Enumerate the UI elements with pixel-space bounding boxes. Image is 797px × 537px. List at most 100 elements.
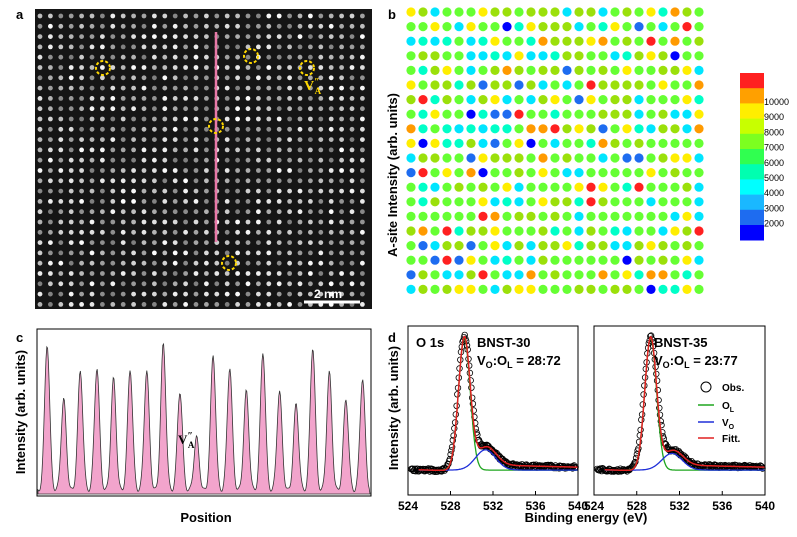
atom-column (162, 199, 168, 204)
atom-column (349, 291, 355, 297)
atom-column (308, 137, 313, 143)
atom-column (110, 168, 116, 173)
atom-column (318, 96, 324, 101)
intensity-dot (538, 36, 548, 46)
atom-column (58, 147, 64, 153)
atom-column (360, 188, 365, 194)
intensity-dot (646, 7, 656, 17)
atom-column (245, 188, 251, 194)
atom-column (266, 23, 272, 29)
atom-column (58, 54, 64, 60)
intensity-dot (454, 80, 464, 90)
intensity-dot (526, 226, 536, 236)
atom-column (162, 44, 168, 50)
atom-column (297, 44, 303, 50)
atom-column (68, 157, 74, 163)
colorbar-segment (740, 209, 764, 226)
intensity-dot (406, 138, 416, 148)
intensity-dot (634, 270, 644, 280)
atom-column (204, 75, 209, 81)
atom-column (276, 126, 282, 132)
intensity-dot (658, 255, 668, 265)
intensity-dot (550, 255, 560, 265)
atom-column (68, 23, 74, 29)
intensity-dot (694, 138, 704, 148)
intensity-dot (490, 241, 500, 251)
atom-column (204, 137, 209, 143)
atom-column (245, 260, 251, 266)
intensity-dot (454, 153, 464, 163)
atom-column (235, 147, 241, 153)
atom-column (318, 137, 324, 143)
intensity-dot (670, 51, 680, 61)
colorbar-segment (740, 88, 764, 104)
atom-column (318, 157, 324, 163)
intensity-dot (646, 153, 656, 163)
atom-column (204, 291, 209, 297)
atom-column (204, 250, 209, 256)
intensity-dot (442, 22, 452, 32)
intensity-dot (466, 36, 476, 46)
atom-column (339, 23, 344, 29)
intensity-dot (610, 124, 620, 134)
atom-column (349, 271, 355, 276)
atom-column (89, 219, 95, 225)
atom-column (235, 54, 241, 60)
atom-column (235, 23, 241, 29)
atom-column (79, 147, 84, 153)
atom-column (172, 137, 178, 143)
intensity-dot (418, 226, 428, 236)
atom-column (110, 260, 116, 266)
atom-column (245, 250, 251, 256)
intensity-dot (586, 153, 596, 163)
atom-column (48, 281, 53, 287)
intensity-dot (550, 22, 560, 32)
atom-column (318, 126, 324, 132)
atom-column (162, 291, 168, 297)
atom-column (183, 240, 189, 246)
atom-column (360, 178, 365, 184)
intensity-dot (514, 211, 524, 221)
atom-column (256, 75, 261, 81)
atom-column (339, 219, 344, 225)
intensity-dot (658, 197, 668, 207)
atom-column (120, 54, 126, 60)
atom-column (172, 240, 178, 246)
intensity-dot (442, 7, 452, 17)
atom-column (100, 126, 105, 132)
atom-column (89, 106, 95, 112)
atom-column (100, 116, 105, 122)
legend-fitt-label: Fitt. (722, 434, 741, 445)
atom-column (152, 209, 157, 215)
atom-column (141, 126, 147, 132)
atom-column (172, 44, 178, 50)
atom-column (204, 96, 209, 101)
atom-column (131, 96, 137, 101)
atom-column (58, 157, 64, 163)
intensity-dot (586, 124, 596, 134)
atom-column (120, 126, 126, 132)
intensity-dot (610, 22, 620, 32)
atom-column (276, 96, 282, 101)
atom-column (224, 271, 230, 276)
atom-column (89, 34, 95, 39)
atom-column (68, 65, 74, 70)
atom-column (318, 75, 324, 81)
atom-column (245, 85, 251, 91)
atom-column (68, 54, 74, 60)
intensity-dot (514, 270, 524, 280)
atom-column (141, 291, 147, 297)
intensity-dot (490, 109, 500, 119)
atom-column (68, 281, 74, 287)
atom-column (339, 260, 344, 266)
intensity-dot (622, 95, 632, 105)
atom-column (308, 291, 313, 297)
atom-column (172, 106, 178, 112)
vacancy-label-c: V″ A (178, 431, 195, 450)
atom-column (360, 75, 365, 81)
intensity-dot (646, 226, 656, 236)
intensity-dot (430, 51, 440, 61)
legend-vo-label: VO (722, 418, 735, 431)
atom-column (183, 96, 189, 101)
intensity-dot (526, 211, 536, 221)
